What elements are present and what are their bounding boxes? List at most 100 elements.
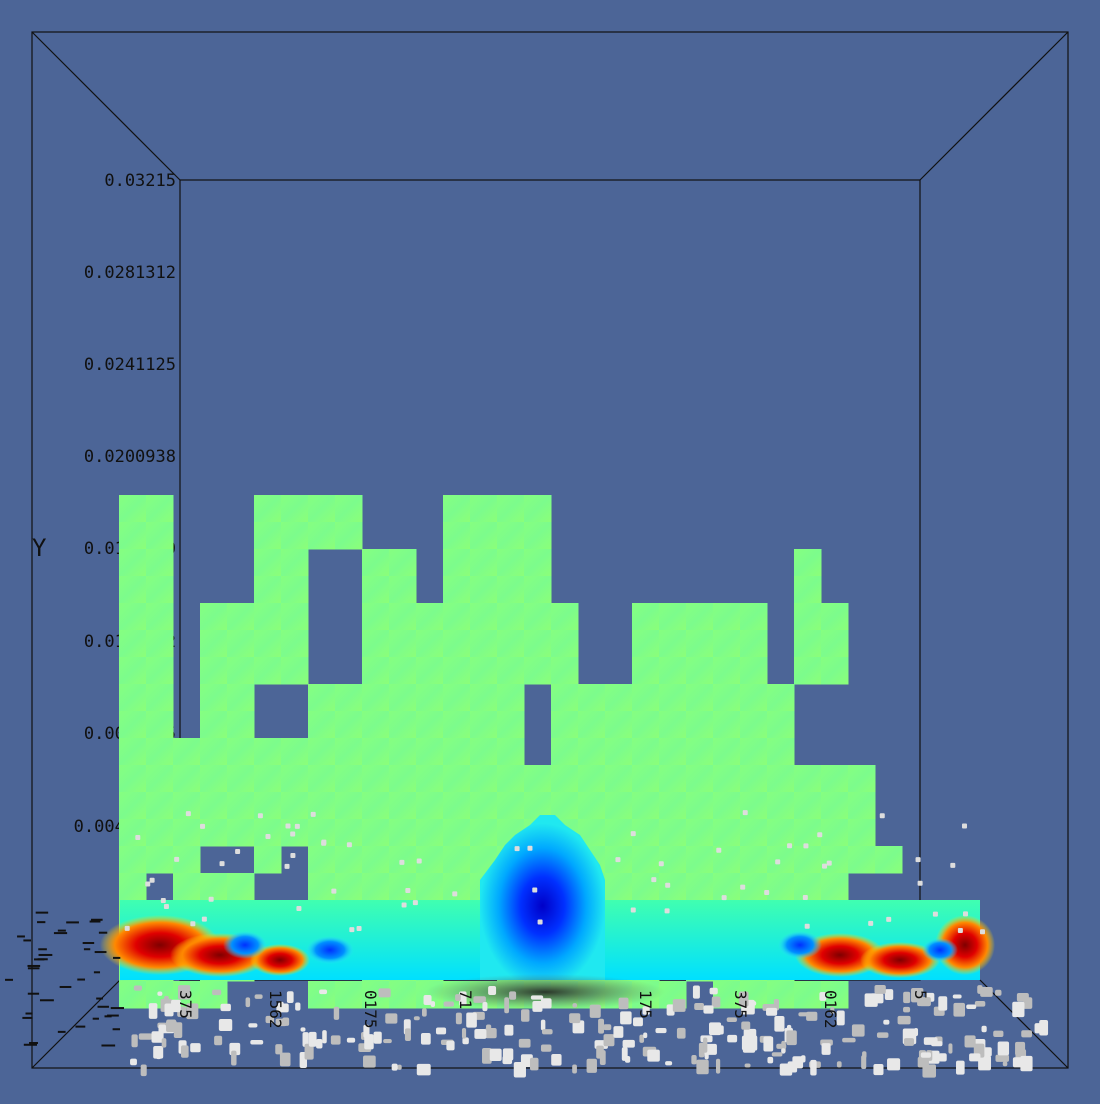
field-cell xyxy=(713,765,741,793)
field-cell xyxy=(578,765,606,793)
field-cell xyxy=(794,846,822,874)
particle xyxy=(397,1064,402,1070)
particle xyxy=(569,1013,581,1024)
field-cell xyxy=(389,873,417,901)
field-cell xyxy=(551,684,579,712)
particle xyxy=(135,835,141,841)
particle xyxy=(509,991,517,1000)
particle xyxy=(23,1043,37,1046)
particle xyxy=(922,1064,937,1078)
field-cell xyxy=(362,711,390,739)
field-cell xyxy=(254,495,282,523)
field-cell xyxy=(767,846,795,874)
field-cell xyxy=(227,792,255,820)
field-cell xyxy=(767,792,795,820)
field-cell xyxy=(146,765,174,793)
field-cell xyxy=(281,630,309,658)
field-cell xyxy=(281,657,309,685)
particle xyxy=(435,1027,447,1035)
particle xyxy=(541,1029,553,1035)
x-tick-label: 0162 xyxy=(821,990,840,1029)
particle xyxy=(622,1039,635,1048)
particle xyxy=(714,1025,724,1035)
particle xyxy=(98,931,108,934)
field-cell xyxy=(119,495,147,523)
field-cell xyxy=(470,792,498,820)
field-cell xyxy=(740,657,768,685)
particle xyxy=(786,1030,797,1046)
field-cell xyxy=(497,522,525,550)
field-cell xyxy=(848,846,876,874)
field-cell xyxy=(551,630,579,658)
field-cell xyxy=(416,657,444,685)
field-cell xyxy=(227,819,255,847)
particle xyxy=(830,1007,835,1015)
particle xyxy=(254,994,263,999)
field-cell xyxy=(281,603,309,631)
x-tick-label: 375 xyxy=(176,990,195,1019)
particle xyxy=(775,859,781,865)
field-cell xyxy=(119,738,147,766)
field-cell xyxy=(443,522,471,550)
particle xyxy=(676,1027,686,1039)
particle xyxy=(482,1048,492,1064)
particle xyxy=(862,1051,867,1059)
field-cell xyxy=(740,711,768,739)
particle xyxy=(416,1063,431,1076)
particle xyxy=(691,1054,697,1065)
particle xyxy=(473,996,486,1003)
field-cell xyxy=(227,630,255,658)
particle xyxy=(391,1063,398,1071)
particle xyxy=(532,1000,543,1012)
particle xyxy=(308,1031,317,1047)
field-cell xyxy=(443,765,471,793)
field-cell xyxy=(605,873,633,901)
field-cell xyxy=(146,549,174,577)
field-cell xyxy=(200,603,228,631)
field-cell xyxy=(416,873,444,901)
particle xyxy=(643,1032,648,1039)
field-cell xyxy=(605,738,633,766)
particle xyxy=(459,991,467,1006)
field-cell xyxy=(335,684,363,712)
particle xyxy=(836,1061,842,1068)
particle xyxy=(938,1053,947,1062)
particle xyxy=(489,1048,502,1061)
field-cell xyxy=(146,684,174,712)
field-cell xyxy=(497,738,525,766)
field-cell xyxy=(848,819,876,847)
field-cell xyxy=(389,603,417,631)
field-cell xyxy=(713,873,741,901)
field-cell xyxy=(740,846,768,874)
field-cell xyxy=(362,576,390,604)
particle xyxy=(598,1018,605,1034)
particle xyxy=(787,843,793,849)
particle xyxy=(57,929,66,932)
field-cell xyxy=(227,873,255,901)
particle xyxy=(504,997,510,1014)
particle xyxy=(917,1056,929,1068)
particle xyxy=(822,863,828,869)
field-cell xyxy=(389,981,417,1009)
field-cell xyxy=(200,711,228,739)
field-cell xyxy=(794,792,822,820)
particle xyxy=(743,1028,757,1044)
field-cell xyxy=(497,549,525,577)
particle xyxy=(694,1002,705,1011)
field-cell xyxy=(794,603,822,631)
particle xyxy=(373,1031,382,1044)
field-cell xyxy=(551,657,579,685)
field-cell xyxy=(416,819,444,847)
particle xyxy=(776,1043,787,1049)
field-cell xyxy=(254,765,282,793)
particle xyxy=(284,863,290,869)
particle xyxy=(201,916,207,922)
particle xyxy=(952,994,962,999)
particle xyxy=(401,902,407,908)
particle xyxy=(537,919,543,925)
field-cell xyxy=(389,846,417,874)
field-cell xyxy=(146,576,174,604)
field-cell xyxy=(443,630,471,658)
